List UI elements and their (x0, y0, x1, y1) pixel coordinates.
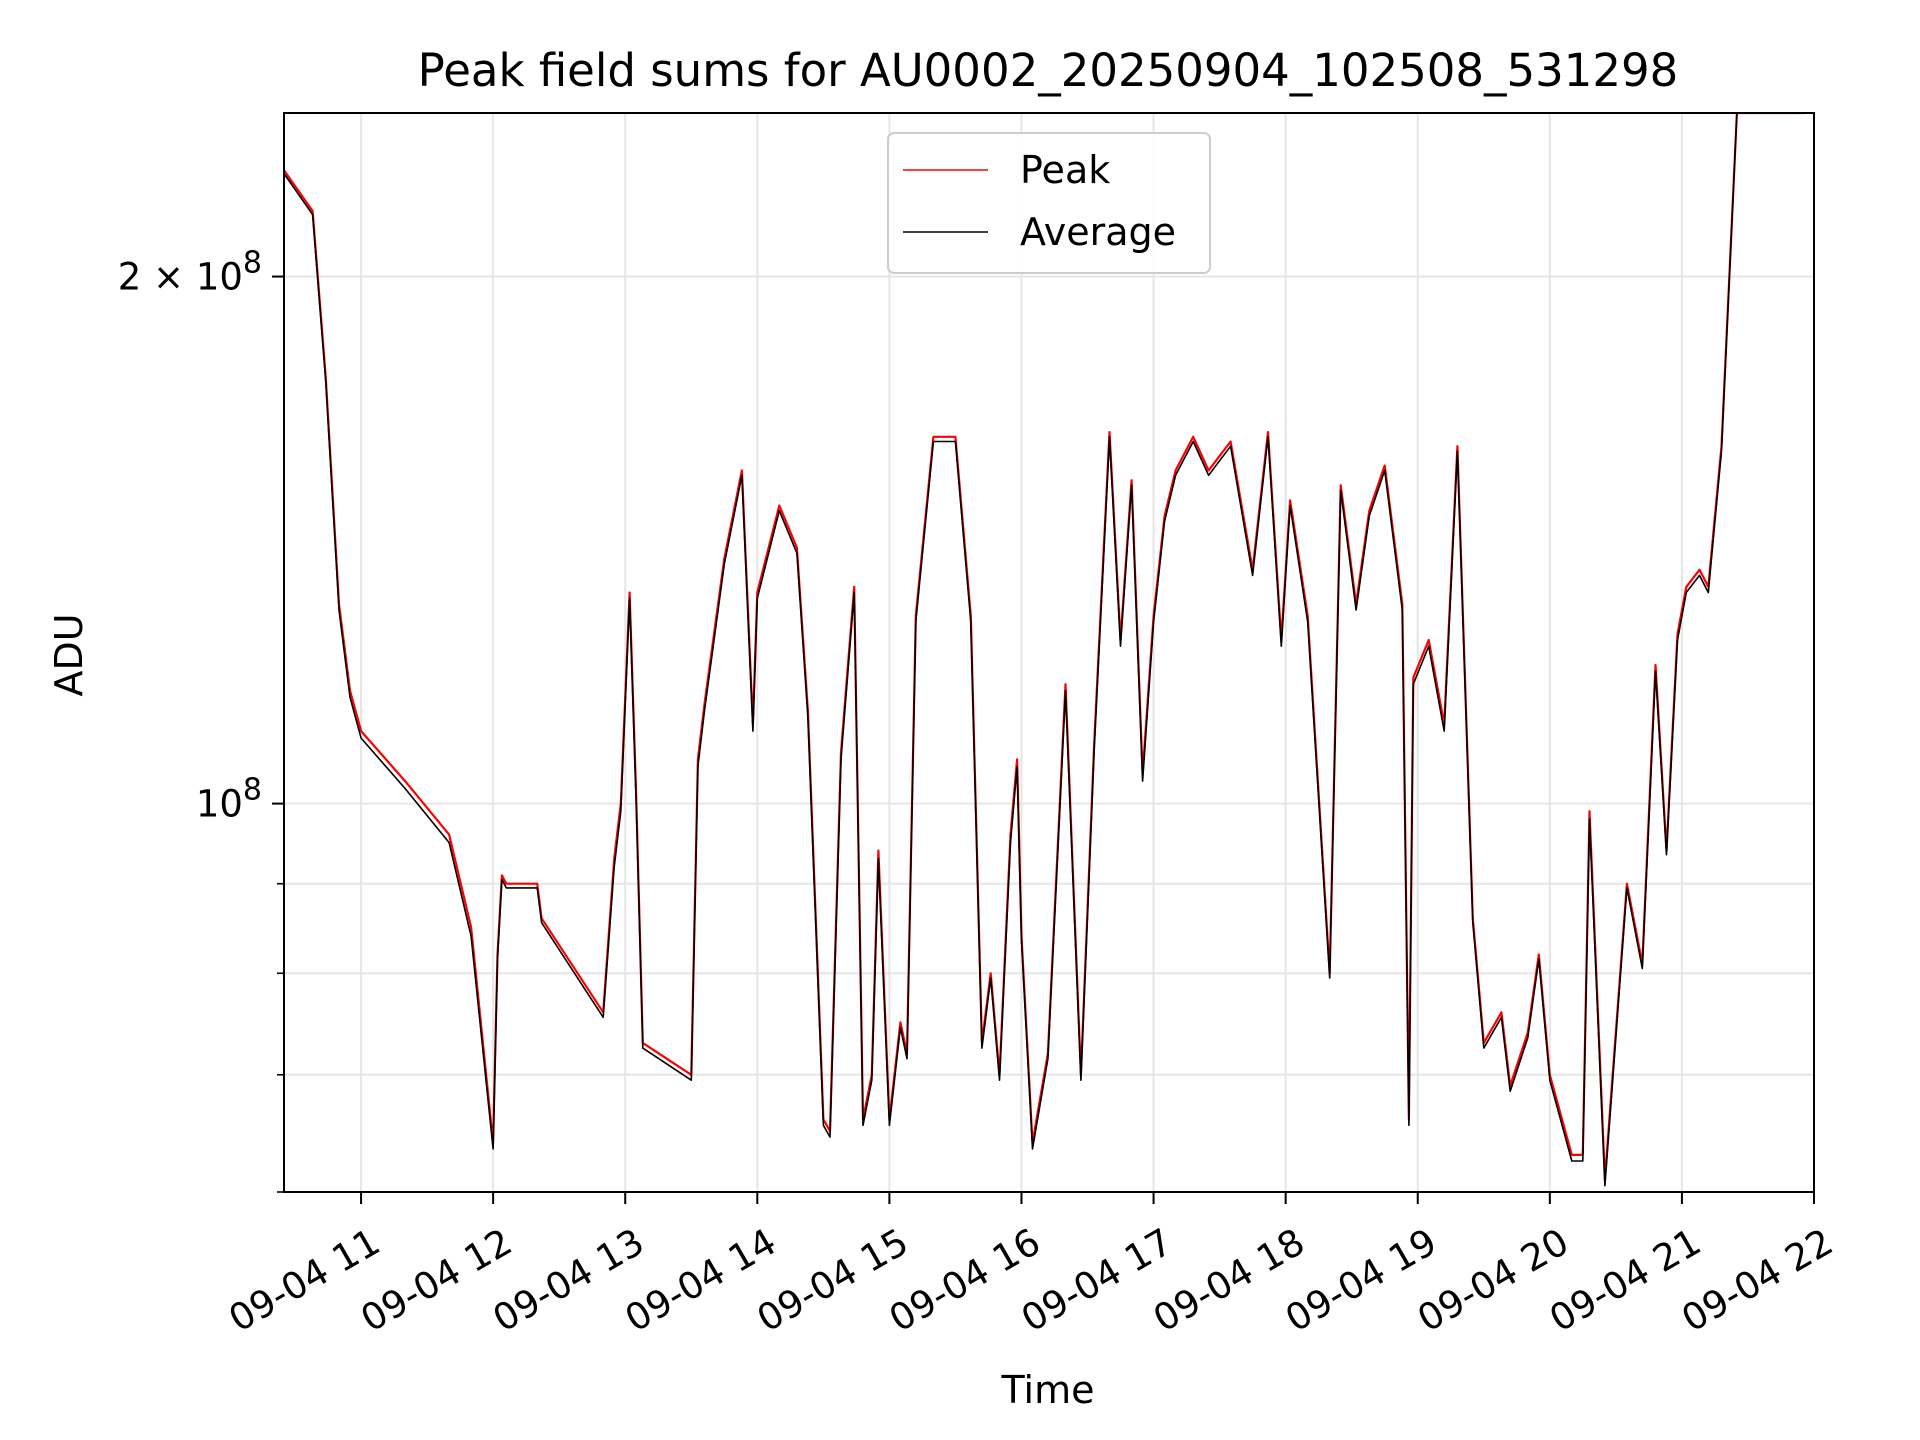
legend: Peak Average (887, 132, 1211, 274)
legend-label-peak: Peak (1020, 148, 1110, 192)
plot-frame (283, 112, 1815, 1193)
x-axis-label: Time (1001, 1368, 1095, 1412)
plot-lines (284, 113, 1803, 1187)
y-axis-ticks: 108 2 × 108 (118, 246, 284, 1193)
legend-box (887, 132, 1211, 274)
series-line-average (284, 113, 1803, 1187)
y-tick-label: 108 (196, 773, 262, 826)
y-axis-label: ADU (47, 613, 91, 696)
chart-title: Peak field sums for AU0002_20250904_1025… (418, 44, 1679, 97)
y-tick-label: 2 × 108 (118, 246, 262, 299)
legend-label-average: Average (1020, 210, 1176, 254)
